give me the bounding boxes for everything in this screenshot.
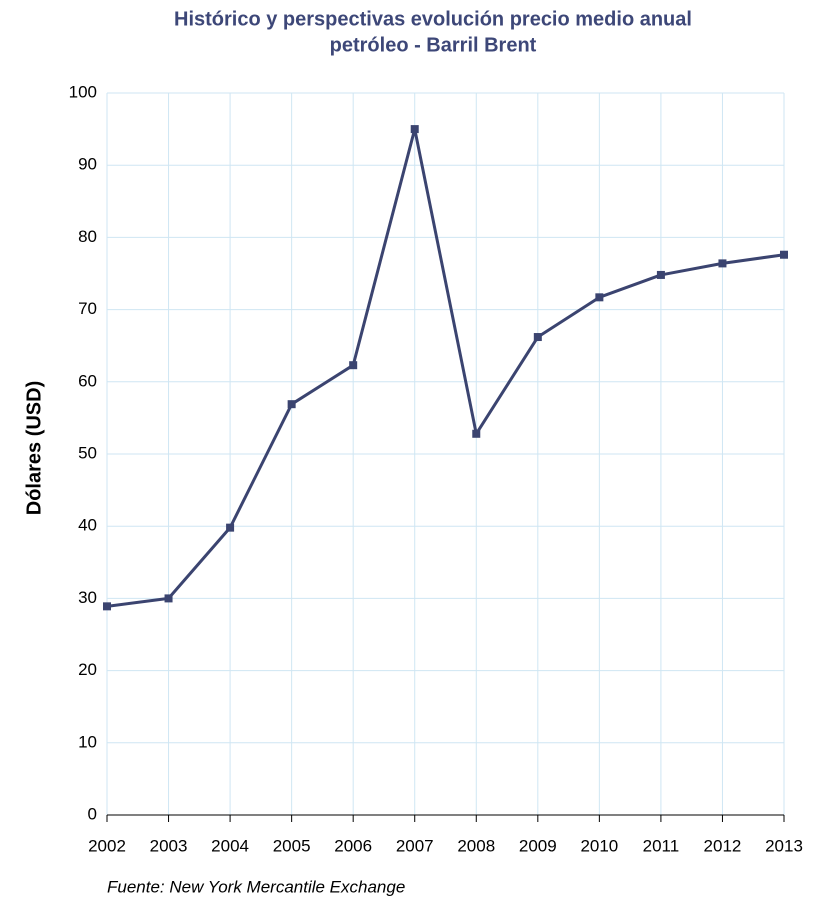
point-marker [780,250,788,259]
x-tick-label: 2002 [88,836,126,855]
x-tick-label: 2007 [396,836,434,855]
y-tick-label: 50 [78,443,97,462]
point-marker [287,400,296,409]
point-marker [164,594,173,603]
y-tick-label: 70 [78,299,97,318]
y-tick-label: 20 [78,660,97,679]
x-tick-label: 2013 [765,836,803,855]
point-marker [656,270,665,279]
point-marker [226,523,235,532]
y-axis-label: Dólares (USD) [23,381,45,515]
point-marker [103,602,111,611]
y-tick-label: 10 [78,732,97,751]
y-tick-label: 30 [78,588,97,607]
x-tick-label: 2003 [150,836,188,855]
point-marker [410,125,419,134]
y-tick-label: 100 [69,82,97,101]
chart-title: Histórico y perspectivas evolución preci… [174,8,692,30]
x-tick-label: 2008 [457,836,495,855]
point-marker [595,293,604,302]
y-tick-label: 80 [78,227,97,246]
chart-title: petróleo - Barril Brent [330,34,537,56]
x-tick-label: 2009 [519,836,557,855]
series-line [106,127,785,608]
y-tick-label: 0 [88,804,97,823]
x-tick-label: 2011 [643,836,680,855]
y-tick-label: 40 [78,516,97,535]
x-tick-label: 2004 [211,836,249,855]
point-marker [349,361,358,370]
point-marker [472,429,481,438]
y-tick-label: 90 [78,155,97,174]
source-note: Fuente: New York Mercantile Exchange [107,877,405,896]
point-marker [533,333,542,342]
y-tick-label: 60 [78,371,97,390]
x-tick-label: 2010 [580,836,618,855]
x-tick-label: 2006 [334,836,372,855]
point-marker [718,259,727,268]
x-tick-label: 2005 [273,836,311,855]
x-tick-label: 2012 [704,836,742,855]
